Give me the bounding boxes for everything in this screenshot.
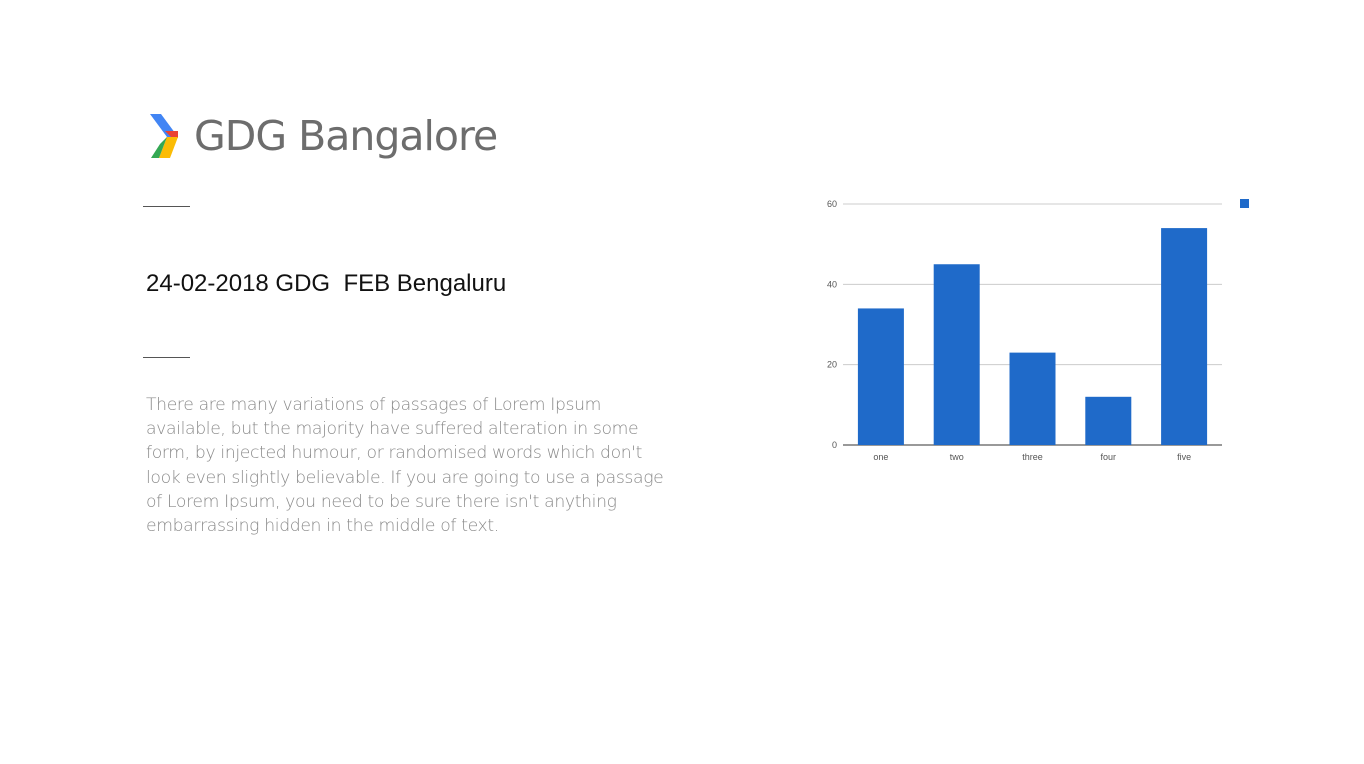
legend-swatch xyxy=(1240,199,1249,208)
x-tick-label: two xyxy=(950,452,964,462)
logo-text: GDG Bangalore xyxy=(194,112,498,160)
bar-four xyxy=(1085,396,1132,445)
y-tick-label: 20 xyxy=(827,360,837,370)
bar-five xyxy=(1161,228,1208,445)
bar-three xyxy=(1009,352,1056,445)
divider-top xyxy=(143,206,190,207)
x-tick-label: five xyxy=(1177,452,1191,462)
description-text: There are many variations of passages of… xyxy=(146,395,664,537)
y-tick-label: 60 xyxy=(827,199,837,209)
y-tick-label: 40 xyxy=(827,279,837,289)
bar-chart-svg: 0 20 40 60 one two three four five xyxy=(827,199,1249,462)
x-tick-label: one xyxy=(873,452,888,462)
x-tick-label: four xyxy=(1101,452,1117,462)
event-title: 24-02-2018 GDG FEB Bengaluru xyxy=(146,270,507,297)
divider-bottom xyxy=(143,357,190,358)
gdg-chevron-icon xyxy=(150,114,178,158)
bar-two xyxy=(933,264,980,445)
gdg-logo: GDG Bangalore xyxy=(148,108,498,164)
bar-chart: 0 20 40 60 one two three four five xyxy=(800,190,1260,470)
bar-one xyxy=(857,308,904,445)
x-tick-label: three xyxy=(1022,452,1043,462)
y-tick-label: 0 xyxy=(832,440,837,450)
